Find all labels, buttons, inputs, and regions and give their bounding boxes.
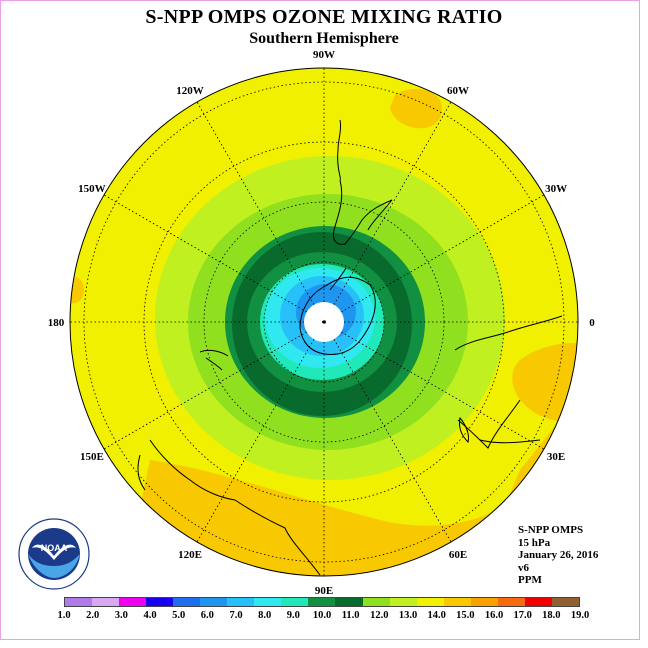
colorbar-tick-label: 15.0 bbox=[456, 610, 475, 621]
colorbar-tick-label: 10.0 bbox=[312, 610, 332, 621]
parallel-circle bbox=[263, 261, 385, 383]
meridian-line bbox=[103, 331, 307, 450]
coastline-south-america bbox=[333, 119, 393, 245]
longitude-label: 120W bbox=[176, 85, 204, 97]
coastline-africa bbox=[454, 315, 563, 449]
colorbar-swatch bbox=[497, 598, 525, 606]
colorbar-swatch bbox=[92, 598, 120, 606]
graticule bbox=[70, 68, 578, 576]
colorbar-swatch bbox=[200, 598, 228, 606]
longitude-labels: 90W 60W 30W 0 30E 60E 90E 120E 150E 180 150W 120W bbox=[48, 49, 596, 597]
colorbar-tick-label: 17.0 bbox=[513, 610, 532, 621]
longitude-label: 150W bbox=[78, 183, 106, 195]
colorbar-swatch bbox=[65, 598, 93, 606]
meridian-line bbox=[196, 101, 315, 305]
noaa-logo-text: NOAA bbox=[41, 543, 68, 553]
colorbar-swatch bbox=[524, 598, 552, 606]
colorbar-tick-label: 18.0 bbox=[542, 610, 561, 621]
longitude-label: 30E bbox=[547, 451, 565, 463]
noaa-logo-icon: NOAA bbox=[18, 518, 90, 590]
info-instrument: S-NPP OMPS bbox=[518, 524, 584, 536]
colorbar-swatch bbox=[308, 598, 336, 606]
colorbar-swatch bbox=[119, 598, 147, 606]
parallel-circle bbox=[143, 141, 505, 503]
colorbar-tick-label: 5.0 bbox=[172, 610, 186, 621]
colorbar-swatch bbox=[146, 598, 174, 606]
colorbar-ticks: 1.0 2.0 3.0 4.0 5.0 6.0 7.0 8.0 9.0 10.0 11.0 12.0 1… bbox=[48, 610, 596, 624]
coastlines bbox=[137, 119, 563, 576]
longitude-label: 180 bbox=[48, 317, 65, 329]
coastline-australia bbox=[137, 439, 321, 576]
colorbar-swatch bbox=[254, 598, 282, 606]
longitude-label: 30W bbox=[545, 183, 567, 195]
colorbar-tick-label: 2.0 bbox=[86, 610, 100, 621]
colorbar-tick-label: 14.0 bbox=[427, 610, 446, 621]
colorbar-tick-label: 16.0 bbox=[484, 610, 504, 621]
colorbar-tick-label: 1.0 bbox=[57, 610, 71, 621]
colorbar-swatch bbox=[551, 598, 579, 606]
longitude-label: 0 bbox=[589, 317, 595, 329]
map-subtitle: Southern Hemisphere bbox=[249, 30, 399, 47]
info-date: January 26, 2016 bbox=[518, 549, 599, 561]
longitude-label: 90W bbox=[313, 49, 335, 61]
coastline-antarctic-peninsula bbox=[329, 267, 347, 291]
colorbar-tick-label: 7.0 bbox=[229, 610, 243, 621]
meridian-line bbox=[341, 194, 545, 313]
colorbar-swatch bbox=[281, 598, 309, 606]
colorbar bbox=[64, 597, 580, 607]
colorbar-tick-label: 4.0 bbox=[143, 610, 157, 621]
colorbar-swatch bbox=[416, 598, 444, 606]
colorbar-swatch bbox=[173, 598, 201, 606]
meridian-line bbox=[341, 331, 545, 450]
info-units: PPM bbox=[518, 574, 542, 586]
colorbar-tick-label: 11.0 bbox=[341, 610, 360, 621]
colorbar-swatch bbox=[389, 598, 417, 606]
map-title: S-NPP OMPS OZONE MIXING RATIO bbox=[145, 6, 503, 28]
longitude-label: 60E bbox=[449, 549, 467, 561]
ozone-field-orange-n bbox=[390, 88, 442, 129]
colorbar-swatch bbox=[362, 598, 390, 606]
meridian-line bbox=[333, 339, 452, 543]
longitude-label: 60W bbox=[447, 85, 469, 97]
colorbar-tick-label: 13.0 bbox=[398, 610, 418, 621]
colorbar-swatch bbox=[443, 598, 471, 606]
colorbar-tick-label: 3.0 bbox=[114, 610, 128, 621]
page-frame bbox=[0, 0, 640, 640]
info-version: v6 bbox=[518, 561, 529, 574]
info-block: S-NPP OMPS 15 hPa January 26, 2016 v6 PP… bbox=[518, 524, 598, 587]
map-boundary bbox=[69, 67, 579, 577]
meridian-line bbox=[333, 101, 452, 305]
colorbar-swatch bbox=[470, 598, 498, 606]
colorbar-tick-label: 9.0 bbox=[286, 610, 300, 621]
colorbar-tick-label: 6.0 bbox=[200, 610, 214, 621]
meridian-line bbox=[196, 339, 315, 543]
longitude-label: 90E bbox=[315, 585, 333, 597]
colorbar-tick-label: 19.0 bbox=[570, 610, 590, 621]
colorbar-swatch bbox=[335, 598, 363, 606]
meridian-line bbox=[103, 194, 307, 313]
colorbar-tick-label: 12.0 bbox=[370, 610, 389, 621]
coastline-new-zealand bbox=[199, 349, 229, 371]
info-level: 15 hPa bbox=[518, 536, 551, 549]
longitude-label: 120E bbox=[178, 549, 202, 561]
pole-dot bbox=[321, 319, 326, 324]
coastline-madagascar bbox=[459, 416, 469, 443]
coastline-antarctica bbox=[299, 276, 376, 355]
colorbar-swatch bbox=[227, 598, 255, 606]
parallel-circle bbox=[203, 201, 445, 443]
parallel-circle bbox=[83, 81, 565, 563]
colorbar-tick-label: 8.0 bbox=[258, 610, 272, 621]
longitude-label: 150E bbox=[80, 451, 104, 463]
